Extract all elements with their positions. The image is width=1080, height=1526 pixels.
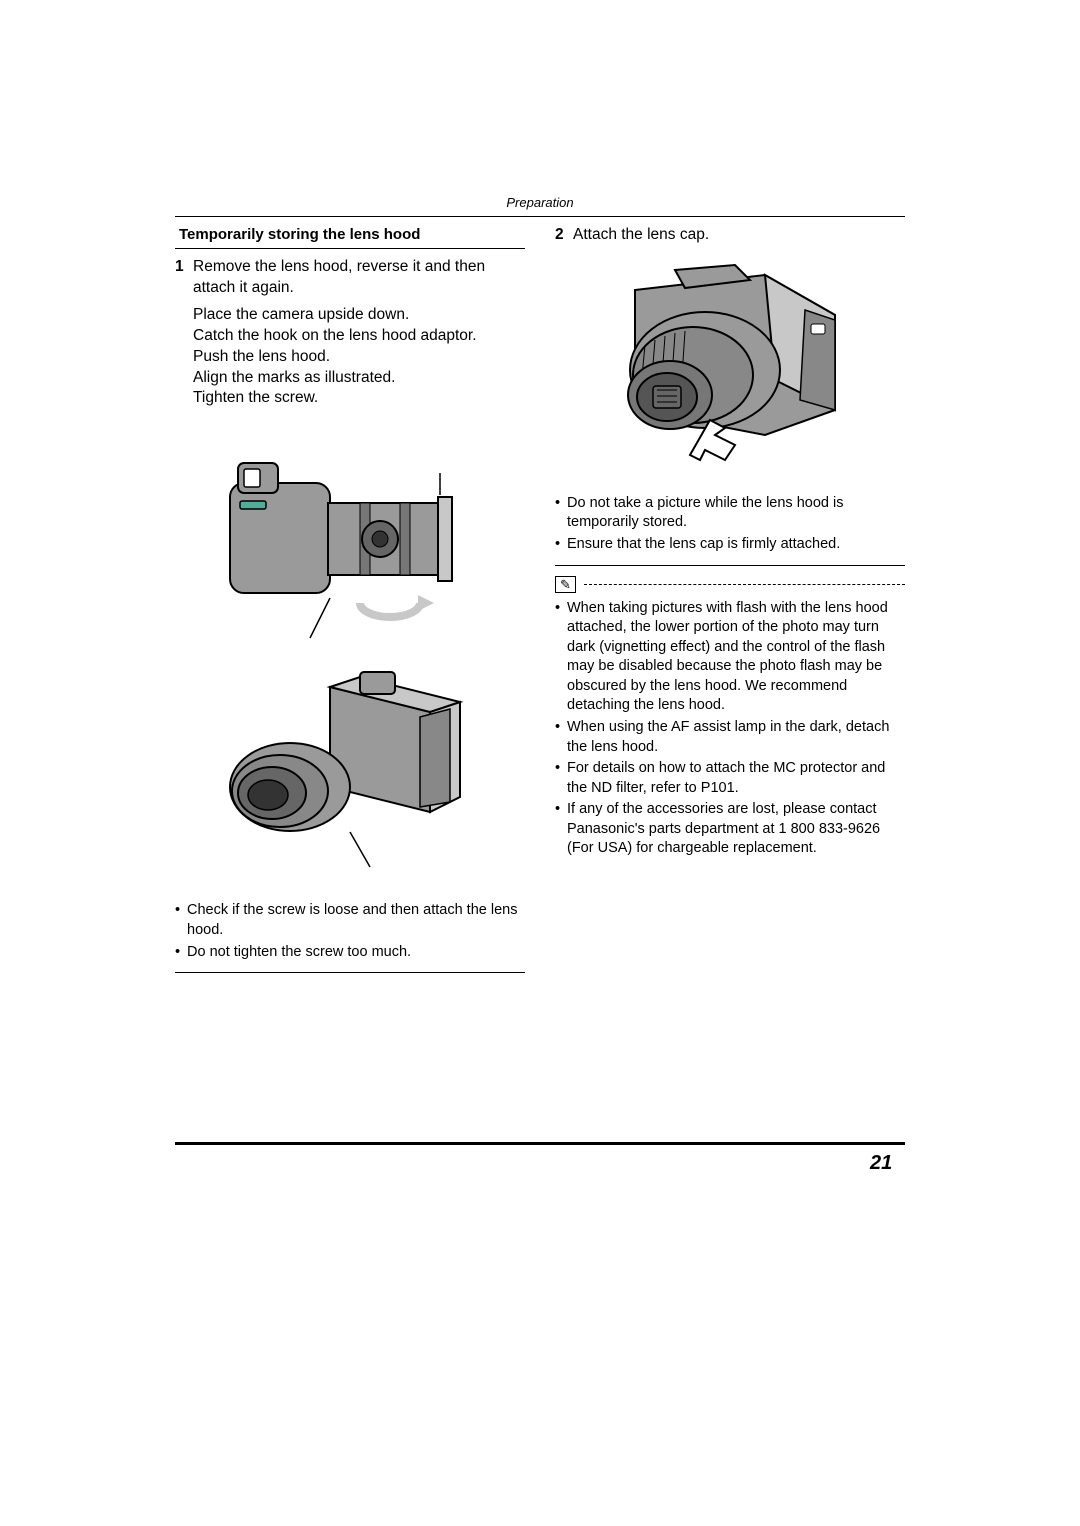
note-text: When taking pictures with flash with the… [567,599,905,716]
substep: Push the lens hood. [193,347,525,368]
section-header: Preparation [175,195,905,210]
note-icon: ✎ [555,576,576,593]
substep: Align the marks as illustrated. [193,368,525,389]
note-item: • When using the AF assist lamp in the d… [555,718,905,757]
substep: Catch the hook on the lens hood adaptor. [193,326,525,347]
substep: Place the camera upside down. [193,305,525,326]
camera-side-illustration [210,423,470,643]
figure-lens-cap [575,260,905,480]
section-divider [555,565,905,566]
note-item: • For details on how to attach the MC pr… [555,759,905,798]
camera-perspective-illustration [210,657,480,887]
bullet-icon: • [555,800,567,859]
content-columns: Temporarily storing the lens hood 1 Remo… [175,225,905,983]
step-1: 1 Remove the lens hood, reverse it and t… [175,257,525,299]
subheading-box: Temporarily storing the lens hood [175,225,525,249]
note-item: • Do not take a picture while the lens h… [555,494,905,533]
subheading: Temporarily storing the lens hood [175,226,420,243]
header-rule [175,216,905,217]
left-column: Temporarily storing the lens hood 1 Remo… [175,225,525,983]
bullet-icon: • [555,718,567,757]
figure-lens-hood-side [210,423,525,643]
bullet-icon: • [555,494,567,533]
page-number: 21 [870,1152,892,1175]
note-text: Do not take a picture while the lens hoo… [567,494,905,533]
figure-lens-hood-perspective [210,657,525,887]
left-notes: • Check if the screw is loose and then a… [175,901,525,962]
step-text: Remove the lens hood, reverse it and the… [193,257,525,299]
note-item: • Ensure that the lens cap is firmly att… [555,535,905,555]
note-text: If any of the accessories are lost, plea… [567,800,905,859]
note-text: For details on how to attach the MC prot… [567,759,905,798]
bullet-icon: • [555,759,567,798]
bullet-icon: • [555,599,567,716]
step-number: 2 [555,225,573,246]
note-text: Ensure that the lens cap is firmly attac… [567,535,840,555]
note-item: • When taking pictures with flash with t… [555,599,905,716]
note-text: When using the AF assist lamp in the dar… [567,718,905,757]
notes-header: ✎ [555,576,905,593]
footer-rule [175,1142,905,1145]
bullet-icon: • [175,901,187,940]
substep: Tighten the screw. [193,388,525,409]
step-text: Attach the lens cap. [573,225,905,246]
step-1-substeps: Place the camera upside down. Catch the … [193,305,525,410]
note-text: Do not tighten the screw too much. [187,943,411,963]
step-number: 1 [175,257,193,299]
section-divider [175,972,525,973]
note-item: • Do not tighten the screw too much. [175,943,525,963]
right-notes: • When taking pictures with flash with t… [555,599,905,859]
note-dashes [584,584,905,585]
note-text: Check if the screw is loose and then att… [187,901,525,940]
step-2: 2 Attach the lens cap. [555,225,905,246]
right-column: 2 Attach the lens cap. [555,225,905,983]
bullet-icon: • [175,943,187,963]
note-item: • If any of the accessories are lost, pl… [555,800,905,859]
bullet-icon: • [555,535,567,555]
right-warnings: • Do not take a picture while the lens h… [555,494,905,555]
note-item: • Check if the screw is loose and then a… [175,901,525,940]
camera-lenscap-illustration [575,260,875,480]
